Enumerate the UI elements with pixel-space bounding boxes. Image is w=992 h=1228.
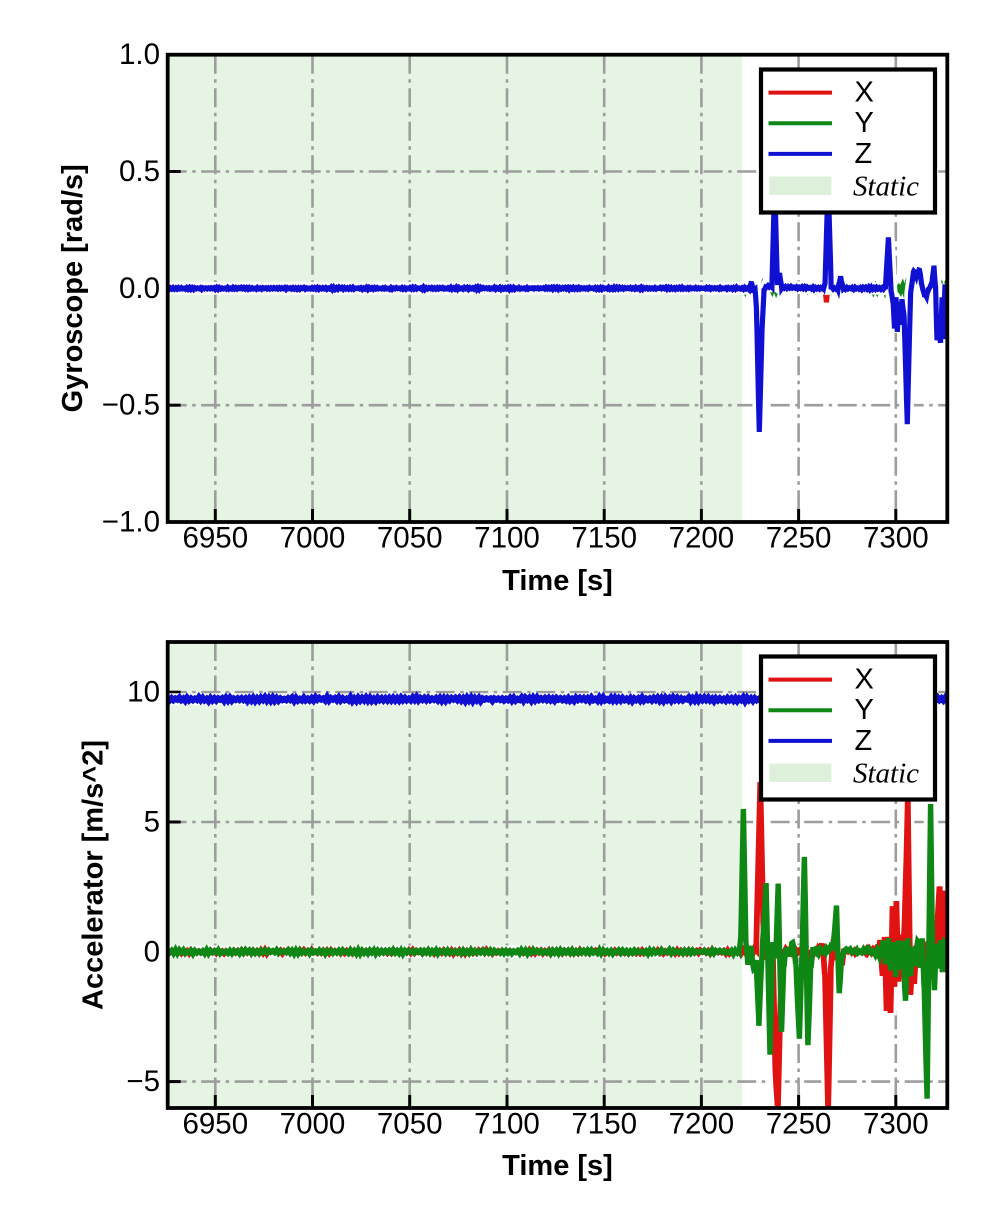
svg-text:7150: 7150	[571, 1107, 637, 1140]
svg-text:−0.5: −0.5	[102, 389, 160, 422]
svg-text:7250: 7250	[766, 521, 832, 554]
svg-text:7000: 7000	[280, 1107, 346, 1140]
svg-text:7150: 7150	[571, 521, 637, 554]
svg-text:Static: Static	[853, 171, 919, 203]
svg-text:6950: 6950	[182, 521, 248, 554]
svg-text:Y: Y	[855, 694, 874, 726]
svg-text:Y: Y	[855, 107, 874, 139]
svg-text:7100: 7100	[474, 1107, 540, 1140]
svg-text:7200: 7200	[669, 1107, 735, 1140]
svg-text:−5: −5	[126, 1065, 160, 1098]
svg-text:Time [s]: Time [s]	[502, 565, 613, 597]
svg-text:0.0: 0.0	[119, 272, 160, 305]
svg-text:1.0: 1.0	[119, 38, 160, 71]
svg-text:Z: Z	[855, 138, 873, 170]
svg-text:7250: 7250	[766, 1107, 832, 1140]
svg-text:0: 0	[144, 935, 160, 968]
svg-text:7300: 7300	[863, 521, 929, 554]
svg-text:5: 5	[144, 806, 160, 839]
svg-text:7100: 7100	[474, 521, 540, 554]
svg-text:X: X	[855, 77, 874, 109]
svg-text:0.5: 0.5	[119, 155, 160, 188]
svg-text:Accelerator [m/s^2]: Accelerator [m/s^2]	[78, 740, 110, 1010]
svg-text:7300: 7300	[863, 1107, 929, 1140]
svg-text:Gyroscope [rad/s]: Gyroscope [rad/s]	[57, 164, 89, 412]
svg-text:Time [s]: Time [s]	[502, 1150, 613, 1182]
svg-text:X: X	[855, 664, 874, 696]
svg-text:7050: 7050	[377, 1107, 443, 1140]
svg-text:−1.0: −1.0	[102, 506, 160, 539]
svg-text:6950: 6950	[182, 1107, 248, 1140]
svg-text:10: 10	[127, 676, 160, 709]
svg-text:Static: Static	[853, 758, 919, 790]
svg-text:Z: Z	[855, 725, 873, 757]
svg-text:7200: 7200	[669, 521, 735, 554]
svg-text:7050: 7050	[377, 521, 443, 554]
svg-text:7000: 7000	[280, 521, 346, 554]
